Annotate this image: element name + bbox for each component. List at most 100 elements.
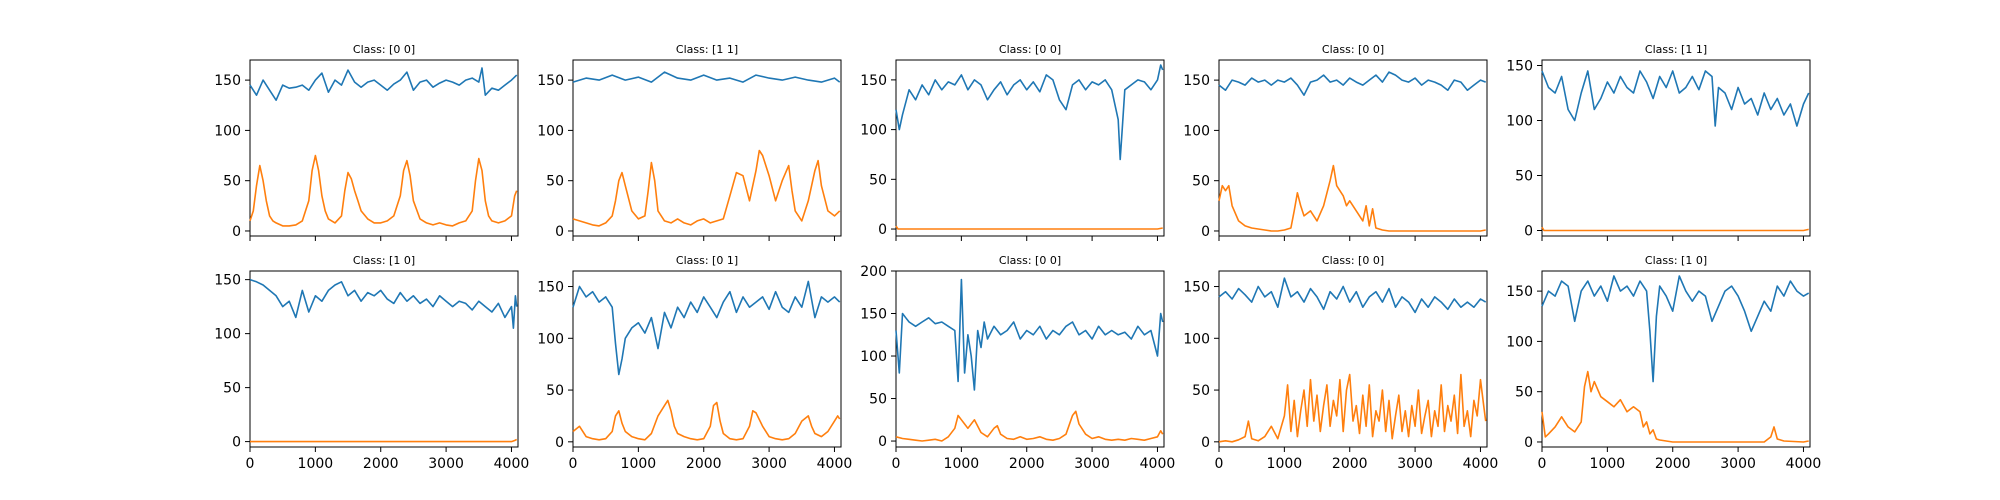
y-tick-label: 150	[214, 273, 241, 289]
y-tick-label: 150	[1506, 59, 1533, 75]
x-tick-label: 1000	[1590, 456, 1626, 472]
y-tick-label: 100	[860, 349, 887, 365]
series-line-2	[249, 154, 518, 227]
y-tick-label: 100	[1183, 331, 1210, 347]
series-line-1	[572, 71, 841, 83]
series-line-1	[895, 278, 1164, 391]
y-tick-label: 50	[546, 174, 564, 190]
x-tick-label: 3000	[428, 456, 464, 472]
axes-frame	[1541, 59, 1811, 237]
x-tick-label: 3000	[1720, 456, 1756, 472]
y-tick-label: 0	[555, 224, 564, 240]
axes-frame	[249, 59, 519, 237]
x-tick-label: 2000	[1009, 456, 1045, 472]
subplot-1: Class: [0 0] 0 50 100 150	[214, 43, 519, 241]
subplot-title: Class: [0 0]	[999, 254, 1061, 267]
axes-frame	[572, 270, 842, 448]
y-tick-label: 150	[537, 280, 564, 296]
series-line-2	[1541, 226, 1809, 232]
y-tick-label: 150	[1183, 73, 1210, 89]
series-line-2	[895, 225, 1163, 230]
series-line-2	[572, 149, 841, 227]
subplot-2: Class: [1 1] 0 50 100 150	[537, 43, 842, 241]
y-tick-label: 0	[232, 224, 241, 240]
y-tick-label: 0	[1524, 224, 1533, 240]
series-line-1	[895, 64, 1164, 161]
axes-frame	[249, 270, 519, 448]
y-tick-label: 0	[232, 435, 241, 451]
y-tick-label: 50	[1192, 383, 1210, 399]
y-tick-label: 150	[1183, 280, 1210, 296]
y-tick-label: 150	[214, 73, 241, 89]
y-tick-label: 50	[223, 174, 241, 190]
y-tick-label: 100	[537, 123, 564, 139]
axes-frame	[572, 59, 842, 237]
subplot-title: Class: [0 0]	[1322, 43, 1384, 56]
series-line-1	[1541, 275, 1810, 383]
y-tick-label: 150	[537, 73, 564, 89]
subplot-4: Class: [0 0] 0 50 100 150	[1183, 43, 1488, 241]
y-tick-label: 100	[1506, 334, 1533, 350]
y-tick-label: 100	[1183, 123, 1210, 139]
x-tick-label: 4000	[1140, 456, 1176, 472]
subplot-5: Class: [1 1] 0 50 100 150	[1506, 43, 1811, 241]
x-tick-label: 3000	[1397, 456, 1433, 472]
x-tick-label: 1000	[298, 456, 334, 472]
y-tick-label: 0	[1201, 224, 1210, 240]
x-tick-label: 0	[892, 456, 901, 472]
y-tick-label: 50	[869, 392, 887, 408]
x-tick-label: 1000	[944, 456, 980, 472]
subplot-7: Class: [0 1] 0 50 100 150 0 1000 2000 3000 4000	[537, 254, 852, 472]
y-tick-label: 0	[555, 435, 564, 451]
x-tick-label: 4000	[494, 456, 530, 472]
x-tick-label: 1000	[621, 456, 657, 472]
subplot-9: Class: [0 0] 0 50 100 150 0 1000 2000 3000 4000	[1183, 254, 1498, 472]
axes-frame	[895, 270, 1165, 448]
y-tick-label: 150	[1506, 284, 1533, 300]
subplot-title: Class: [0 1]	[676, 254, 738, 267]
series-line-1	[572, 280, 841, 376]
x-tick-label: 0	[1215, 456, 1224, 472]
y-tick-label: 50	[546, 383, 564, 399]
y-tick-label: 50	[1192, 174, 1210, 190]
x-tick-label: 1000	[1267, 456, 1303, 472]
series-line-1	[1218, 277, 1487, 314]
y-tick-label: 0	[1201, 435, 1210, 451]
subplot-title: Class: [0 0]	[999, 43, 1061, 56]
subplot-title: Class: [1 1]	[676, 43, 738, 56]
series-line-2	[250, 438, 518, 443]
series-line-1	[249, 67, 518, 101]
x-tick-label: 0	[246, 456, 255, 472]
x-tick-label: 2000	[1332, 456, 1368, 472]
x-tick-label: 0	[569, 456, 578, 472]
x-tick-label: 3000	[751, 456, 787, 472]
subplot-title: Class: [1 1]	[1645, 43, 1707, 56]
y-tick-label: 0	[878, 222, 887, 238]
y-tick-label: 50	[1515, 169, 1533, 185]
y-tick-label: 0	[878, 434, 887, 450]
y-tick-label: 100	[1506, 114, 1533, 130]
x-tick-label: 2000	[1655, 456, 1691, 472]
series-line-2	[1218, 373, 1487, 443]
x-tick-label: 2000	[363, 456, 399, 472]
series-line-2	[1218, 164, 1486, 232]
x-tick-label: 4000	[1463, 456, 1499, 472]
y-tick-label: 100	[537, 331, 564, 347]
subplot-title: Class: [0 0]	[353, 43, 415, 56]
subplot-3: Class: [0 0] 0 50 100 150	[860, 43, 1165, 241]
y-tick-label: 100	[214, 327, 241, 343]
series-line-2	[895, 410, 1164, 442]
y-tick-label: 0	[1524, 435, 1533, 451]
subplot-title: Class: [1 0]	[1645, 254, 1707, 267]
series-line-2	[1541, 370, 1809, 443]
y-tick-label: 50	[869, 172, 887, 188]
series-line-1	[249, 278, 518, 330]
x-tick-label: 4000	[817, 456, 853, 472]
subplot-10: Class: [1 0] 0 50 100 150 0 1000 2000 3000 4000	[1506, 254, 1821, 472]
y-tick-label: 100	[214, 123, 241, 139]
y-tick-label: 150	[860, 307, 887, 323]
series-line-2	[572, 399, 841, 441]
x-tick-label: 0	[1538, 456, 1547, 472]
